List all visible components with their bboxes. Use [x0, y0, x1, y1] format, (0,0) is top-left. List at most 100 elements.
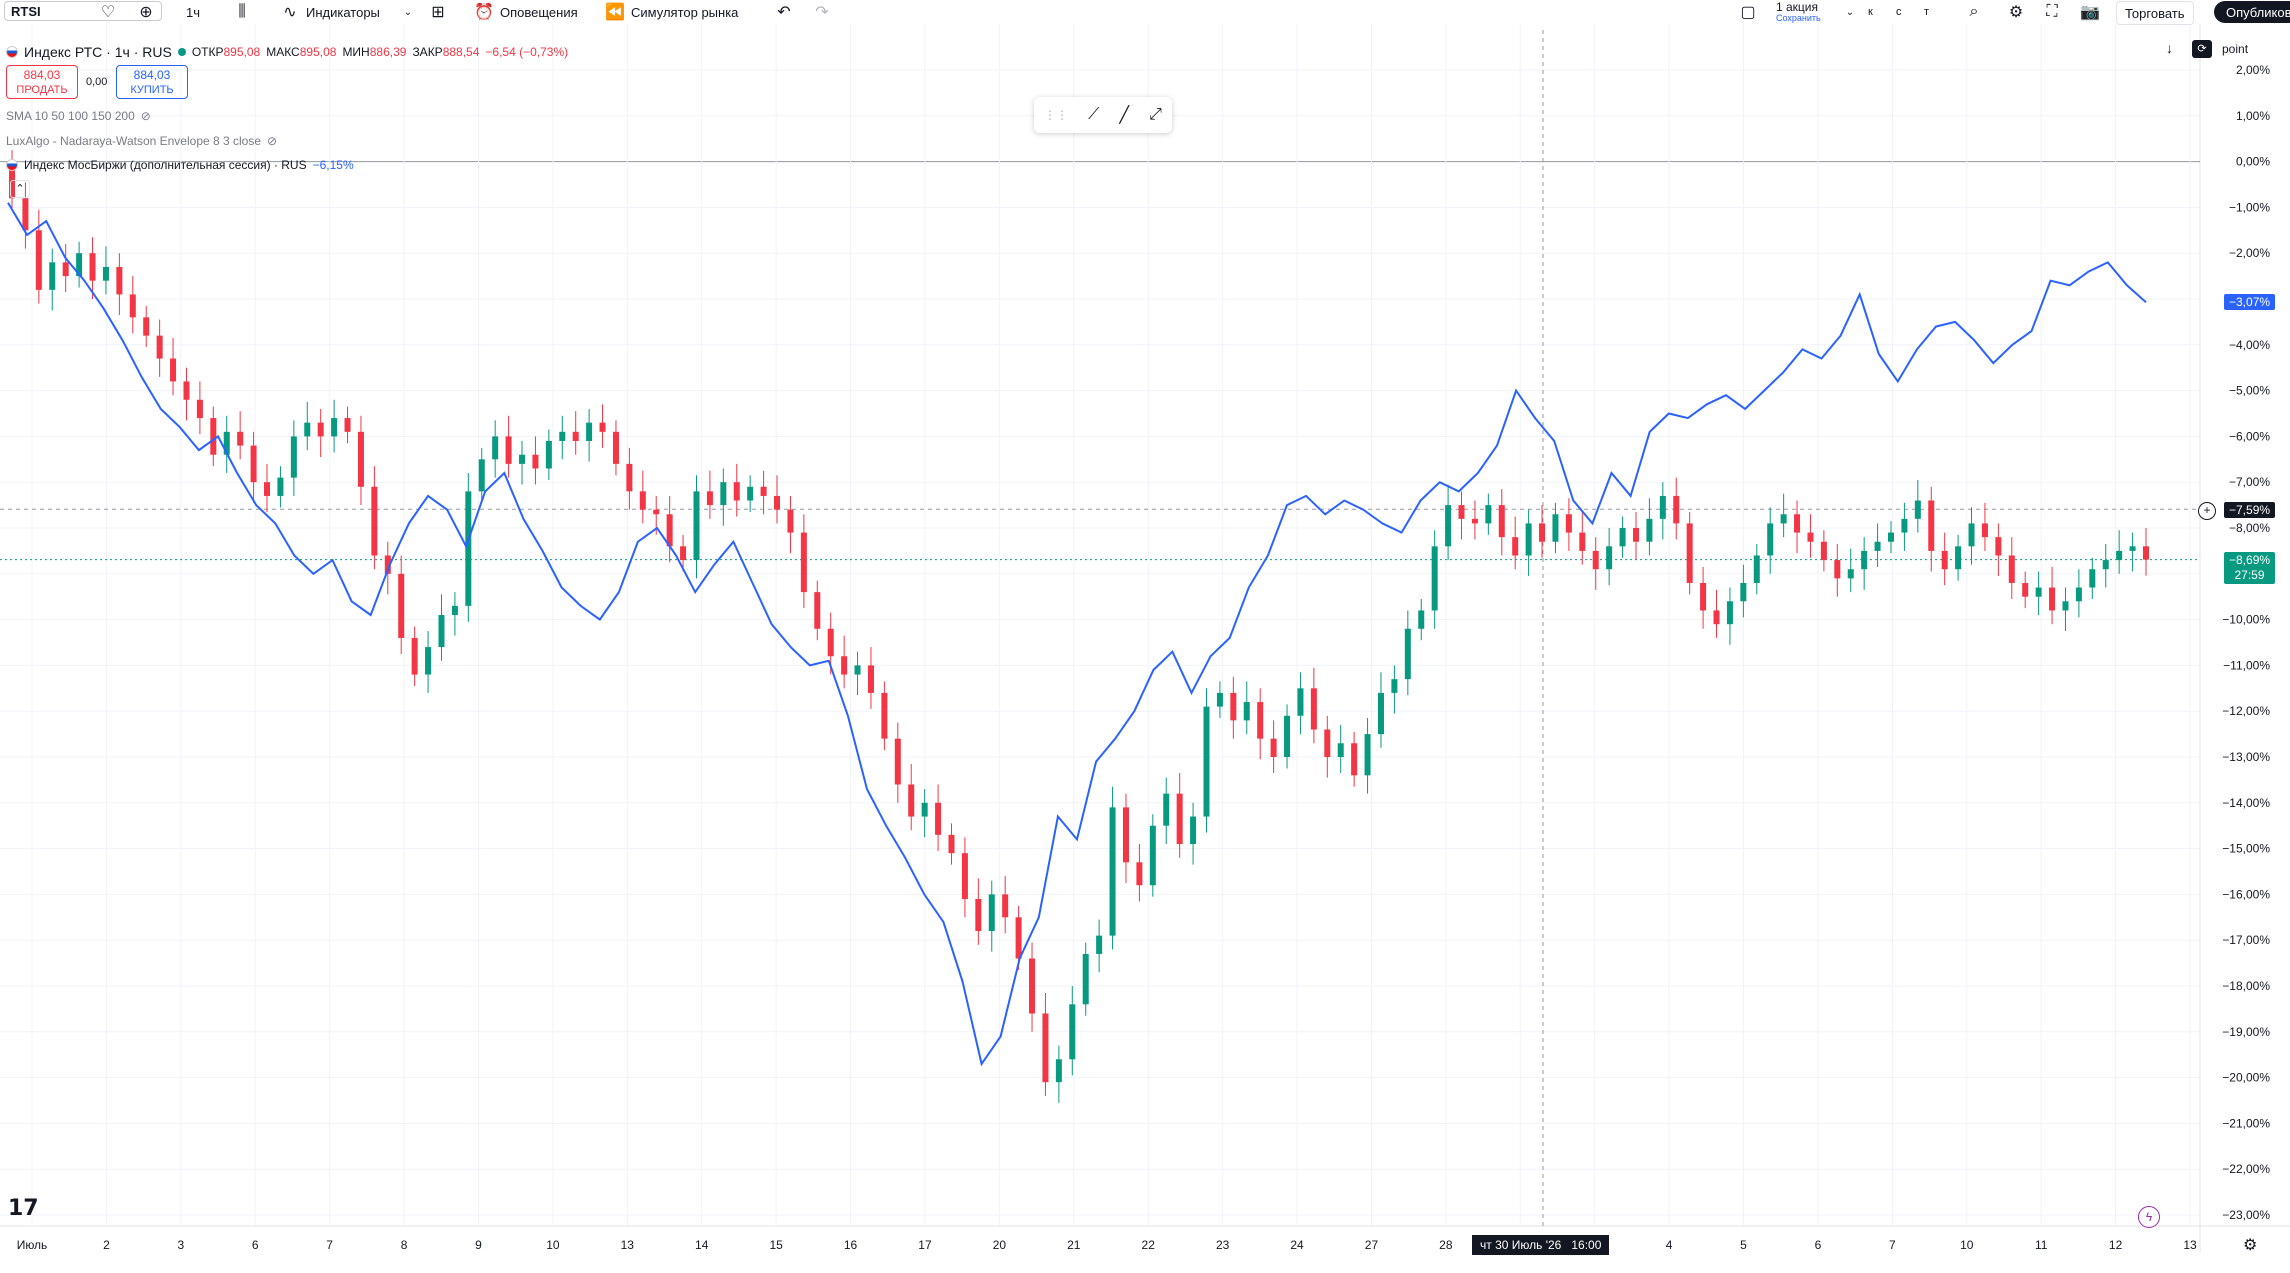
trade-button[interactable]: Торговать: [2116, 1, 2194, 25]
candle-body: [1539, 523, 1546, 542]
candle-body: [183, 381, 190, 400]
candle-body: [1807, 532, 1814, 542]
candle-body: [1981, 523, 1988, 538]
hotkey-k[interactable]: к: [1868, 0, 1873, 24]
price-tick-label: 2,00%: [2236, 63, 2270, 77]
drag-handle-icon[interactable]: ⋮⋮: [1044, 108, 1069, 122]
lightning-icon[interactable]: ϟ: [2138, 1206, 2160, 1228]
auto-scale-icon[interactable]: ⟳: [2192, 40, 2212, 58]
candle-body: [1592, 550, 1599, 570]
sell-button[interactable]: 884,03 ПРОДАТЬ: [6, 65, 78, 99]
candle-body: [210, 418, 217, 455]
candle-body: [1163, 793, 1170, 826]
price-tick-label: −2,00%: [2229, 246, 2270, 260]
gear-icon[interactable]: ⚙: [2243, 1237, 2258, 1254]
candle-body: [1713, 610, 1720, 625]
price-tick-label: −6,00%: [2229, 429, 2270, 443]
candle-body: [1820, 541, 1827, 561]
interval-button[interactable]: 1ч: [186, 0, 200, 24]
compare-add-icon[interactable]: ⊕: [139, 4, 153, 21]
crosshair-price-tag: −7,59%: [2224, 502, 2276, 518]
candle-body: [1780, 514, 1787, 524]
collapse-legend-icon[interactable]: ⌃: [10, 180, 30, 198]
price-tick-label: −17,00%: [2222, 933, 2270, 947]
indicators-label: Индикаторы: [306, 4, 380, 20]
candle-body: [196, 399, 203, 419]
publish-button[interactable]: Опубликовать: [2214, 1, 2290, 23]
watchlist-add-icon[interactable]: ♡: [100, 4, 116, 21]
high-label: МАКС: [266, 45, 300, 59]
layout-square-icon[interactable]: ▢: [1740, 4, 1756, 21]
change-value: −6,54 (−0,73%): [485, 45, 569, 59]
templates-icon[interactable]: ⊞: [431, 4, 445, 21]
sma-legend[interactable]: SMA 10 50 100 150 200 ⊘: [6, 109, 151, 123]
price-tick-label: −8,00%: [2229, 521, 2270, 535]
chevron-down-icon[interactable]: ⌄: [403, 6, 413, 18]
hotkey-t[interactable]: т: [1924, 0, 1929, 24]
candle-body: [465, 491, 472, 606]
redo-icon[interactable]: ↷: [815, 4, 829, 21]
chart-type-icon[interactable]: ⫼: [238, 3, 246, 20]
candle-body: [1029, 958, 1036, 1014]
candle-body: [666, 514, 673, 547]
buy-button[interactable]: 884,03 КУПИТЬ: [116, 65, 188, 99]
compare-legend[interactable]: Индекс МосБиржи (дополнительная сессия) …: [6, 158, 354, 172]
envelope-legend[interactable]: LuxAlgo - Nadaraya-Watson Envelope 8 3 c…: [6, 134, 277, 148]
indicators-button[interactable]: ∿ Индикаторы: [280, 0, 380, 24]
candle-body: [331, 418, 338, 437]
candle-body: [586, 422, 593, 441]
candle-body: [1042, 1013, 1049, 1083]
scroll-to-realtime-icon[interactable]: ↓: [2166, 40, 2173, 56]
replay-button[interactable]: ⏪ Симулятор рынка: [605, 0, 738, 24]
time-tick-label: 12: [2109, 1238, 2123, 1252]
candle-body: [357, 431, 364, 487]
candle-body: [89, 253, 96, 281]
layout-name[interactable]: 1 акция Сохранить: [1776, 0, 1821, 24]
unit-selector[interactable]: point: [2222, 42, 2249, 56]
tradingview-logo[interactable]: 17: [8, 1196, 39, 1221]
layout-title: 1 акция: [1776, 0, 1819, 14]
ray-icon[interactable]: ⤢: [1149, 106, 1162, 123]
candle-body: [1203, 706, 1210, 817]
candle-body: [1673, 495, 1680, 524]
candle-body: [1700, 582, 1707, 611]
trend-line-icon[interactable]: ╱: [1119, 107, 1130, 124]
candle-body: [451, 605, 458, 616]
candle-body: [1686, 523, 1693, 583]
price-tick-label: 1,00%: [2236, 109, 2270, 123]
eye-off-icon[interactable]: ⊘: [140, 109, 151, 123]
alerts-button[interactable]: ⏰ Оповещения: [474, 0, 578, 24]
layout-chevron-icon[interactable]: ⌄: [1845, 6, 1855, 18]
symbol-label: RTSI: [11, 3, 41, 19]
undo-icon[interactable]: ↶: [777, 4, 791, 21]
trend-channel-icon[interactable]: ⟋: [1088, 106, 1100, 123]
price-tick-label: −22,00%: [2222, 1162, 2270, 1176]
candle-body: [747, 486, 754, 501]
camera-icon[interactable]: 📷: [2080, 4, 2100, 21]
compare-name: Индекс МосБиржи (дополнительная сессия) …: [24, 158, 307, 172]
candle-body: [1874, 541, 1881, 551]
legend-title[interactable]: Индекс РТС · 1ч · RUS: [24, 44, 172, 60]
time-tick-label: Июль: [17, 1238, 48, 1252]
time-tick-label: 10: [1960, 1238, 1974, 1252]
candle-body: [102, 266, 109, 281]
candle-body: [1002, 894, 1009, 918]
symbol-search[interactable]: RTSI: [4, 1, 162, 21]
candle-body: [1968, 523, 1975, 547]
hotkey-s[interactable]: с: [1896, 0, 1902, 24]
compare-series-line: [7, 202, 2147, 1067]
candle-body: [612, 431, 619, 464]
fullscreen-icon[interactable]: ⛶: [2046, 3, 2058, 20]
candle-body: [572, 431, 579, 441]
search-icon[interactable]: ⌕: [1969, 3, 1979, 20]
eye-off-icon[interactable]: ⊘: [267, 134, 278, 148]
last-price-tag: −8,69% 27:59: [2224, 552, 2276, 584]
candle-body: [492, 436, 499, 460]
candle-body: [1995, 537, 2002, 556]
low-label: МИН: [342, 45, 370, 59]
gear-icon[interactable]: ⚙: [2008, 4, 2024, 21]
candle-body: [1404, 628, 1411, 680]
candle-body: [653, 509, 660, 515]
add-alert-icon[interactable]: +: [2198, 502, 2216, 520]
